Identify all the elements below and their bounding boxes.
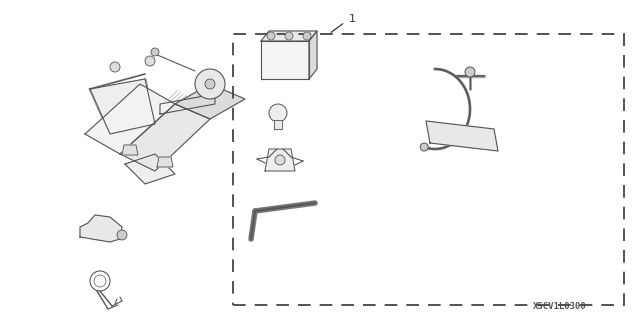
Polygon shape <box>120 104 210 171</box>
Text: 1: 1 <box>349 14 355 24</box>
Polygon shape <box>261 31 317 41</box>
Circle shape <box>145 56 155 66</box>
Circle shape <box>205 79 215 89</box>
Polygon shape <box>309 31 317 79</box>
Polygon shape <box>274 120 282 129</box>
Polygon shape <box>265 149 295 171</box>
Circle shape <box>465 67 475 77</box>
Polygon shape <box>426 121 498 151</box>
Circle shape <box>285 32 293 40</box>
Polygon shape <box>122 145 138 155</box>
Polygon shape <box>261 41 309 79</box>
Circle shape <box>195 69 225 99</box>
Polygon shape <box>125 154 175 184</box>
Circle shape <box>303 32 311 40</box>
Polygon shape <box>85 84 175 154</box>
Circle shape <box>269 104 287 122</box>
Circle shape <box>110 62 120 72</box>
Circle shape <box>117 230 127 240</box>
Polygon shape <box>175 84 245 119</box>
Bar <box>233 34 624 305</box>
Polygon shape <box>157 157 173 167</box>
Circle shape <box>420 143 428 151</box>
Text: XSCV1L0300: XSCV1L0300 <box>533 302 587 311</box>
Circle shape <box>267 32 275 40</box>
Circle shape <box>151 48 159 56</box>
Polygon shape <box>90 79 155 134</box>
Circle shape <box>275 155 285 165</box>
Polygon shape <box>80 215 122 242</box>
Polygon shape <box>160 94 215 114</box>
